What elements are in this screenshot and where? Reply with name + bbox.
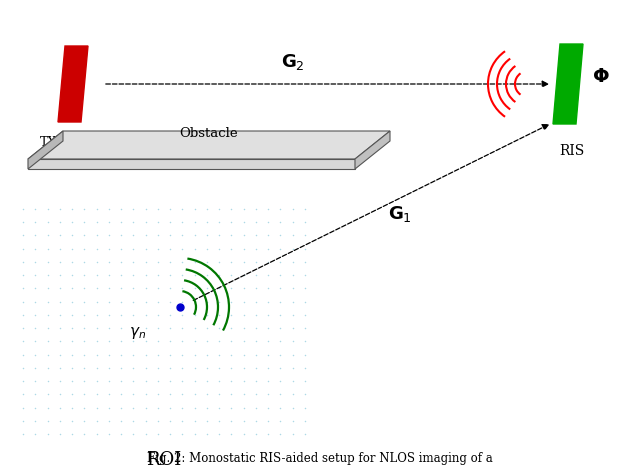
Text: $\mathbf{\Phi}$: $\mathbf{\Phi}$ xyxy=(592,68,610,86)
Polygon shape xyxy=(58,46,88,122)
Polygon shape xyxy=(28,131,390,159)
Polygon shape xyxy=(28,131,63,169)
Text: $\gamma_n$: $\gamma_n$ xyxy=(129,325,147,341)
Polygon shape xyxy=(355,131,390,169)
Text: RIS: RIS xyxy=(559,144,584,158)
Polygon shape xyxy=(28,159,355,169)
Text: TX/RX: TX/RX xyxy=(40,136,80,149)
Text: Fig. 2: Monostatic RIS-aided setup for NLOS imaging of a: Fig. 2: Monostatic RIS-aided setup for N… xyxy=(147,452,493,465)
Text: Obstacle: Obstacle xyxy=(180,127,238,140)
Text: ROI: ROI xyxy=(147,451,182,469)
Polygon shape xyxy=(553,44,583,124)
Text: $\mathbf{G}_1$: $\mathbf{G}_1$ xyxy=(388,204,412,224)
Text: $\mathbf{G}_2$: $\mathbf{G}_2$ xyxy=(281,52,305,72)
